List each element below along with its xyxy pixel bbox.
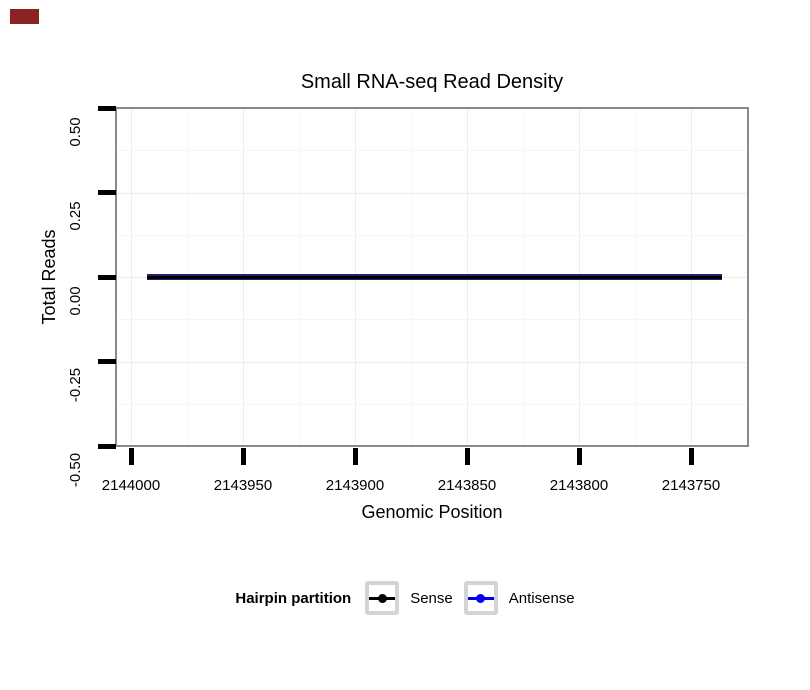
antisense-point-icon (476, 593, 486, 603)
capture-marker (10, 9, 39, 24)
plot-title: Small RNA-seq Read Density (300, 71, 564, 93)
y-tick (98, 106, 116, 111)
gridline (117, 319, 747, 320)
x-tick-label: 2143800 (549, 477, 609, 494)
read-density-line (147, 274, 722, 280)
y-tick (98, 275, 116, 280)
x-tick (689, 448, 694, 465)
x-axis-title: Genomic Position (361, 502, 503, 522)
gridline (117, 362, 747, 363)
gridline (117, 235, 747, 236)
y-tick-label: -0.25 (67, 367, 84, 403)
gridline (117, 404, 747, 405)
x-tick (241, 448, 246, 465)
gridline (117, 193, 747, 194)
legend-title: Hairpin partition (235, 589, 352, 607)
sense-point-icon (377, 593, 387, 603)
x-tick-label: 2143750 (661, 477, 721, 494)
gridline (117, 150, 747, 151)
x-tick (465, 448, 470, 465)
y-tick-label: 0.00 (67, 286, 84, 316)
x-tick (129, 448, 134, 465)
y-tick-label: -0.50 (67, 452, 84, 488)
y-tick (98, 190, 116, 195)
y-tick-label: 0.50 (67, 117, 84, 147)
legend-key-antisense (463, 581, 498, 615)
y-tick (98, 359, 116, 364)
y-tick (98, 444, 116, 449)
legend-label-antisense: Antisense (508, 589, 575, 607)
legend-label-sense: Sense (410, 589, 453, 607)
x-tick-label: 2144000 (101, 477, 161, 494)
x-tick (353, 448, 358, 465)
x-tick-label: 2143900 (325, 477, 385, 494)
y-tick-label: 0.25 (67, 201, 84, 231)
legend: Hairpin partition Sense Antisense (0, 581, 810, 615)
x-tick-label: 2143850 (437, 477, 497, 494)
legend-key-sense (365, 581, 400, 615)
y-axis-title: Total Reads (39, 229, 59, 325)
x-tick (577, 448, 582, 465)
x-tick-label: 2143950 (213, 477, 273, 494)
sense-line (147, 275, 722, 279)
